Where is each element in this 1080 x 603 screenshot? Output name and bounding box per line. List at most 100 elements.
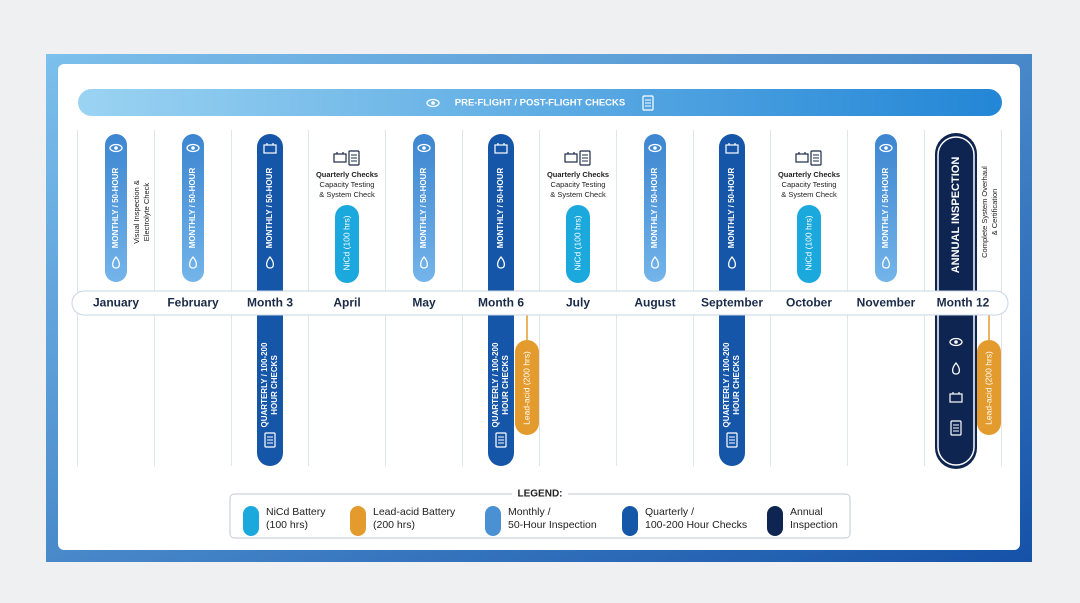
pill-label: HOUR CHECKS <box>501 355 510 415</box>
drop-icon <box>727 255 737 269</box>
clipboard-icon <box>348 150 360 166</box>
note-text: & Certification <box>990 189 999 236</box>
caption-text: Capacity Testing <box>320 180 375 189</box>
caption-text: Quarterly Checks <box>316 170 378 179</box>
pill-label: MONTHLY / 50-HOUR <box>496 168 505 249</box>
clipboard-icon <box>642 95 654 111</box>
pill-label: MONTHLY / 50-HOUR <box>188 168 197 249</box>
note-text: Electrolyte Check <box>142 183 151 242</box>
monthly-pill <box>875 134 897 282</box>
battery-icon <box>494 144 508 154</box>
legend-label: Lead-acid Battery <box>373 506 456 518</box>
drop-icon <box>650 255 660 269</box>
nicd-pill <box>566 205 590 283</box>
note-text: Visual Inspection & <box>132 180 141 244</box>
pill-label: Lead-acid (200 hrs) <box>983 351 993 425</box>
month-label: July <box>566 296 590 310</box>
legend-label: (200 hrs) <box>373 519 415 531</box>
pill-label: MONTHLY / 50-HOUR <box>650 168 659 249</box>
clipboard-icon <box>810 150 822 166</box>
pill-label: HOUR CHECKS <box>270 355 279 415</box>
legend-label: NiCd Battery <box>266 506 326 518</box>
lead-acid-pill <box>515 340 539 435</box>
drop-icon <box>265 255 275 269</box>
pill-label: MONTHLY / 50-HOUR <box>265 168 274 249</box>
note-text: Complete System Overhaul <box>980 166 989 258</box>
battery-icon <box>333 153 347 163</box>
clipboard-icon <box>264 432 276 448</box>
legend-swatch <box>622 506 638 536</box>
month-label: November <box>857 296 916 310</box>
pill-label: QUARTERLY / 100-200 <box>491 342 500 427</box>
clipboard-icon <box>950 420 962 436</box>
header-bar <box>78 89 1002 116</box>
eye-icon <box>186 143 200 153</box>
battery-icon <box>725 144 739 154</box>
timeline: MONTHLY / 50-HOUR Visual Inspection & Elec… <box>71 95 1009 539</box>
clipboard-icon <box>726 432 738 448</box>
month-label: February <box>167 296 219 310</box>
pill-label: QUARTERLY / 100-200 <box>722 342 731 427</box>
month-label: October <box>786 296 832 310</box>
drop-icon <box>111 255 121 269</box>
legend-title: LEGEND: <box>518 489 563 500</box>
caption-text: & System Check <box>781 190 837 199</box>
month-label: August <box>634 296 675 310</box>
eye-icon <box>879 143 893 153</box>
legend-label: Annual <box>790 506 823 518</box>
eye-icon <box>954 340 958 344</box>
eye-icon <box>422 146 426 150</box>
caption-text: & System Check <box>319 190 375 199</box>
legend-swatch <box>350 506 366 536</box>
pill-label: MONTHLY / 50-HOUR <box>727 168 736 249</box>
month-label: Month 12 <box>937 296 990 310</box>
eye-icon <box>109 143 123 153</box>
caption-text: & System Check <box>550 190 606 199</box>
drop-icon <box>419 255 429 269</box>
eye-icon <box>426 98 440 108</box>
month-label: April <box>333 296 360 310</box>
month-label: May <box>412 296 436 310</box>
legend-swatch <box>485 506 501 536</box>
header-title: PRE-FLIGHT / POST-FLIGHT CHECKS <box>455 98 625 109</box>
clipboard-icon <box>495 432 507 448</box>
month-label: January <box>93 296 139 310</box>
month-label: Month 6 <box>478 296 524 310</box>
eye-icon <box>653 146 657 150</box>
battery-icon <box>795 153 809 163</box>
drop-icon <box>951 361 961 375</box>
nicd-pill <box>335 205 359 283</box>
legend-label: 50-Hour Inspection <box>508 519 597 531</box>
monthly-pill <box>105 134 127 282</box>
monthly-pill <box>182 134 204 282</box>
battery-icon <box>949 393 963 403</box>
legend-label: 100-200 Hour Checks <box>645 519 747 531</box>
caption-text: Quarterly Checks <box>778 170 840 179</box>
legend-label: (100 hrs) <box>266 519 308 531</box>
monthly-pill <box>413 134 435 282</box>
battery-icon <box>564 153 578 163</box>
legend-title-bg <box>512 488 568 500</box>
month-axis <box>71 290 1009 316</box>
eye-icon <box>648 143 662 153</box>
pill-label: MONTHLY / 50-HOUR <box>111 168 120 249</box>
legend-label: Quarterly / <box>645 506 694 518</box>
nicd-pill <box>797 205 821 283</box>
pill-label: MONTHLY / 50-HOUR <box>881 168 890 249</box>
battery-icon <box>263 144 277 154</box>
clipboard-icon <box>579 150 591 166</box>
legend-swatch <box>767 506 783 536</box>
eye-icon <box>884 146 888 150</box>
eye-icon <box>191 146 195 150</box>
month-label: Month 3 <box>247 296 293 310</box>
pill-label: MONTHLY / 50-HOUR <box>419 168 428 249</box>
drop-icon <box>188 255 198 269</box>
drop-icon <box>496 255 506 269</box>
legend-label: Monthly / <box>508 506 551 518</box>
pill-label: NiCd (100 hrs) <box>803 215 813 270</box>
pill-label: NiCd (100 hrs) <box>572 215 582 270</box>
eye-icon <box>114 146 118 150</box>
monthly-pill <box>644 134 666 282</box>
